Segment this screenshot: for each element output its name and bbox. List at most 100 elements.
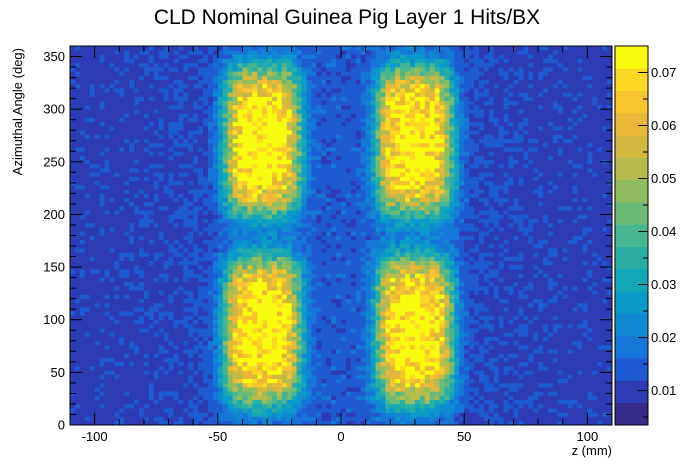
heatmap-cell — [272, 391, 278, 396]
heatmap-cell — [193, 88, 199, 93]
heatmap-cell — [252, 357, 258, 363]
heatmap-cell — [84, 117, 91, 123]
heatmap-cell — [286, 319, 293, 325]
heatmap-cell — [331, 248, 337, 253]
heatmap-cell — [70, 387, 76, 392]
heatmap-cell — [114, 117, 120, 123]
heatmap-cell — [326, 134, 332, 139]
heatmap-cell — [296, 193, 302, 198]
heatmap-cell — [153, 294, 159, 299]
heatmap-cell — [173, 201, 179, 207]
heatmap-cell — [70, 197, 76, 203]
heatmap-cell — [311, 332, 317, 337]
heatmap-cell — [272, 54, 278, 59]
heatmap-cell — [331, 323, 337, 329]
heatmap-cell — [173, 408, 179, 413]
heatmap-cell — [321, 269, 327, 274]
heatmap-cell — [331, 71, 337, 76]
heatmap-cell — [267, 222, 273, 228]
heatmap-cell — [173, 366, 179, 371]
heatmap-cell — [252, 159, 258, 165]
heatmap-cell — [336, 180, 342, 186]
heatmap-cell — [247, 96, 253, 102]
heatmap-cell — [316, 71, 322, 76]
heatmap-cell — [281, 75, 288, 80]
heatmap-cell — [119, 206, 125, 211]
heatmap-cell — [341, 412, 347, 417]
heatmap-cell — [163, 349, 169, 354]
heatmap-cell — [104, 155, 110, 160]
heatmap-cell — [114, 109, 120, 114]
heatmap-cell — [84, 416, 91, 422]
heatmap-cell — [267, 117, 273, 123]
heatmap-cell — [247, 281, 253, 287]
heatmap-cell — [168, 159, 174, 165]
heatmap-cell — [311, 302, 317, 308]
heatmap-cell — [281, 142, 288, 148]
heatmap-cell — [301, 138, 307, 144]
heatmap-cell — [232, 201, 238, 207]
heatmap-cell — [193, 243, 199, 249]
heatmap-cell — [301, 231, 307, 236]
heatmap-cell — [262, 142, 268, 148]
heatmap-cell — [134, 416, 140, 422]
heatmap-cell — [198, 281, 204, 287]
heatmap-cell — [291, 408, 297, 413]
heatmap-cell — [79, 391, 86, 396]
heatmap-cell — [158, 126, 164, 131]
heatmap-cell — [134, 193, 140, 198]
heatmap-cell — [257, 353, 263, 358]
heatmap-cell — [306, 79, 312, 85]
heatmap-cell — [321, 138, 327, 144]
heatmap-cell — [267, 340, 273, 346]
heatmap-cell — [148, 374, 155, 379]
heatmap-cell — [227, 302, 233, 308]
heatmap-cell — [222, 374, 228, 379]
heatmap-cell — [326, 391, 332, 396]
heatmap-cell — [291, 79, 297, 85]
heatmap-cell — [217, 315, 224, 321]
heatmap-cell — [134, 281, 140, 287]
heatmap-cell — [94, 370, 100, 375]
heatmap-cell — [316, 420, 322, 426]
heatmap-cell — [79, 332, 86, 337]
heatmap-cell — [178, 319, 184, 325]
heatmap-cell — [163, 88, 169, 93]
heatmap-cell — [89, 366, 95, 371]
heatmap-cell — [188, 256, 194, 262]
heatmap-cell — [281, 201, 288, 207]
heatmap-cell — [242, 50, 248, 55]
heatmap-cell — [143, 138, 150, 144]
heatmap-cell — [99, 62, 105, 68]
heatmap-cell — [119, 307, 125, 312]
heatmap-cell — [84, 210, 91, 215]
heatmap-cell — [311, 206, 317, 211]
heatmap-cell — [163, 366, 169, 371]
heatmap-cell — [207, 71, 214, 76]
heatmap-cell — [286, 243, 293, 249]
heatmap-cell — [227, 222, 233, 228]
heatmap-cell — [198, 151, 204, 156]
heatmap-cell — [252, 83, 258, 89]
heatmap-cell — [183, 239, 189, 245]
heatmap-cell — [99, 92, 105, 97]
heatmap-cell — [79, 214, 86, 219]
heatmap-cell — [242, 357, 248, 363]
heatmap-cell — [296, 235, 302, 241]
heatmap-cell — [158, 332, 164, 337]
heatmap-cell — [148, 294, 155, 299]
heatmap-cell — [183, 227, 189, 232]
heatmap-cell — [168, 88, 174, 93]
heatmap-cell — [198, 109, 204, 114]
heatmap-cell — [291, 366, 297, 371]
heatmap-cell — [99, 286, 105, 291]
heatmap-cell — [331, 298, 337, 304]
heatmap-cell — [129, 121, 135, 127]
heatmap-cell — [257, 147, 263, 152]
heatmap-cell — [198, 243, 204, 249]
heatmap-cell — [212, 260, 219, 266]
heatmap-cell — [232, 370, 238, 375]
heatmap-cell — [104, 264, 110, 270]
heatmap-cell — [109, 256, 115, 262]
heatmap-cell — [316, 58, 322, 64]
